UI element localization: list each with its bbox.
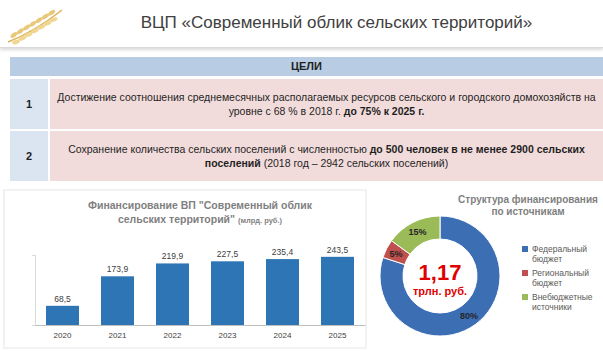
legend-label: Внебюджетныеисточники [532,292,593,312]
bar [266,259,299,325]
legend-label: Федеральныйбюджет [532,244,587,264]
bar [156,263,189,325]
chart-panel [4,190,366,348]
logo-stalk [8,10,62,42]
x-tick: 2022 [164,331,182,340]
data-label: 80% [460,311,478,321]
x-tick-label: 2022 [164,331,182,340]
goal-part: Сохранение количества сельских поселений… [68,143,370,155]
chart-subtitle: (млрд. руб.) [238,216,283,225]
legend-label: Региональныйбюджет [532,268,589,288]
data-label: 15% [409,227,427,237]
data-label: 219,9 [162,251,184,261]
goal-part: до 75% к 2025 г. [344,105,425,117]
data-label: 173,9 [107,264,129,274]
bar [321,257,354,325]
goal-number: 1 [10,79,48,129]
y-tick [32,325,35,326]
goal-text: Достижение соотношения среднемесячных ра… [50,79,603,129]
chart-title: Структура финансированияпо источникам [458,194,598,217]
y-axis-line [32,256,36,326]
slices [380,216,500,336]
x-tick-label: 2023 [219,331,237,340]
x-tick: 2021 [109,331,127,340]
data-label: 235,4 [272,247,294,257]
goal-number: 2 [10,131,48,181]
x-tick-label: 2021 [109,331,127,340]
logo-grain [47,9,56,17]
center-annotation: трлн. руб. [413,285,467,297]
legend-label-line: бюджет [532,278,562,288]
legend-label-line: бюджет [532,254,562,264]
data-label: 5% [389,249,402,259]
goals-header: ЦЕЛИ [10,57,603,76]
x-axis: 2020 2021 2022 2023 2024 2025 [36,326,366,340]
chart-title: Финансирование ВП "Современный облик сель… [88,199,313,225]
chart-title-line: сельских территорий" [118,213,235,225]
logo-grain [49,16,58,22]
slide: ВЦП «Современный облик сельских территор… [0,0,603,351]
goal-paragraph: Сохранение количества сельских поселений… [56,142,597,170]
bars [46,257,354,325]
x-tick-label: 2025 [329,331,347,340]
bar [46,306,79,325]
y-axis [32,256,36,326]
y-tick-mark [32,325,35,326]
x-tick: 2023 [219,331,237,340]
legend-swatch [522,270,528,276]
bar [101,276,134,325]
center-annotation: 1,17 [419,260,462,285]
data-label: 227,5 [217,249,239,259]
x-tick: 2025 [329,331,347,340]
legend-label-line: Федеральный [532,244,587,254]
logo [4,2,66,46]
goal-text: Сохранение количества сельских поселений… [50,131,603,181]
chart-title-line: по источникам [491,206,564,217]
chart-title-line: Финансирование ВП "Современный облик [88,199,313,211]
data-labels: 68,5 173,9 219,9 227,5 235,4 243,5 [54,245,348,304]
goal-part: (2018 год – 2942 сельских поселений) [261,157,448,169]
x-tick: 2024 [274,331,292,340]
data-label: 243,5 [327,245,349,255]
data-label: 68,5 [54,294,71,304]
x-tick-label: 2020 [54,331,72,340]
legend-swatch [522,294,528,300]
legend-label-line: Внебюджетные [532,292,593,302]
legend-label-line: Региональный [532,268,589,278]
header-title: ВЦП «Современный облик сельских территор… [70,13,603,37]
data-labels: 80% 5% 15% [389,227,478,321]
x-axis-line [36,325,366,326]
goal-part: Достижение соотношения среднемесячных ра… [57,91,598,117]
goal-paragraph: Достижение соотношения среднемесячных ра… [56,90,597,118]
legend-label-line: источники [532,302,572,312]
chart-title-line: Структура финансирования [458,194,598,205]
slice [380,216,500,336]
x-tick: 2020 [54,331,72,340]
legend-swatch [522,246,528,252]
x-tick-label: 2024 [274,331,292,340]
legend: ФедеральныйбюджетРегиональныйбюджетВнебю… [522,244,593,312]
bar [211,261,244,325]
charts: (млрд. руб.)Финансирование ВП "Современн… [0,0,603,351]
